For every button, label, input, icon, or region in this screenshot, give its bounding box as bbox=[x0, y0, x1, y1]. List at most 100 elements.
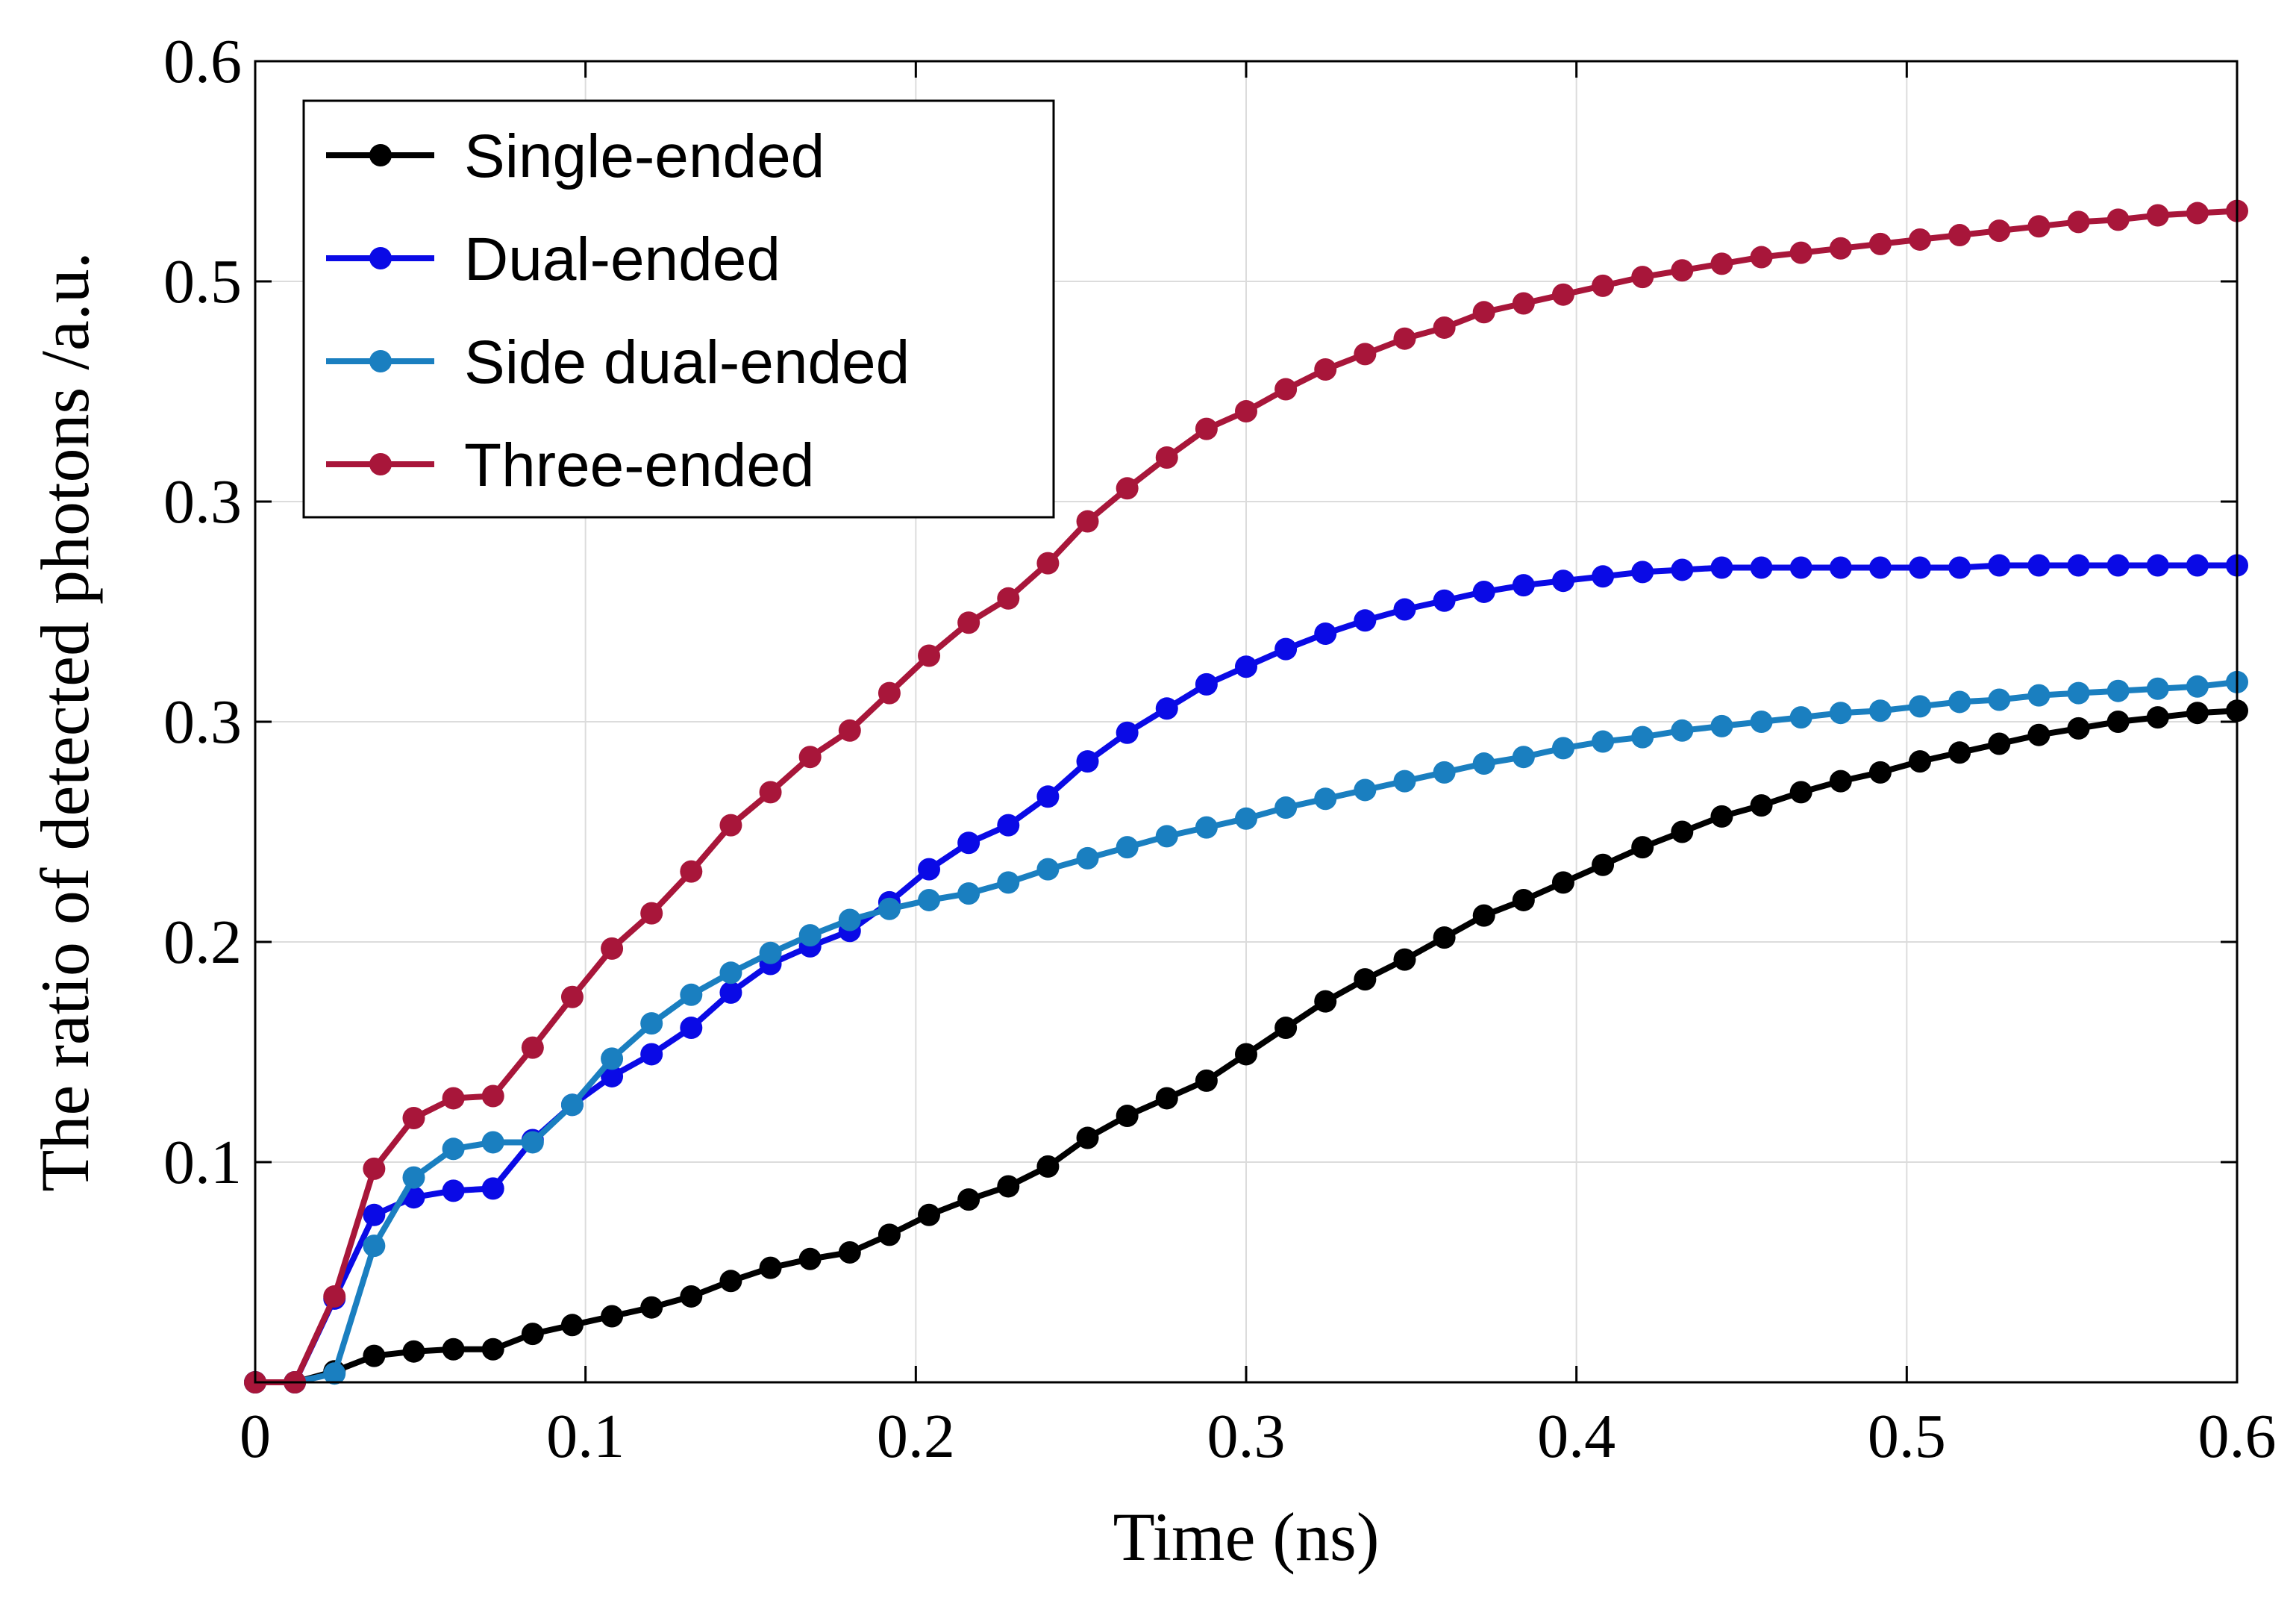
single-ended-point bbox=[878, 1223, 901, 1246]
single-ended-point bbox=[1314, 990, 1337, 1013]
three-ended-point bbox=[1116, 477, 1139, 500]
single-ended-point bbox=[1671, 820, 1694, 843]
single-ended-point bbox=[997, 1175, 1020, 1198]
dual-ended-point bbox=[1909, 556, 1932, 579]
side-dual-ended-point bbox=[2146, 677, 2169, 700]
side-dual-ended-point bbox=[1076, 846, 1099, 870]
dual-ended-point bbox=[1076, 750, 1099, 773]
single-ended-point bbox=[2186, 702, 2209, 725]
single-ended-point bbox=[1868, 761, 1892, 784]
three-ended-point bbox=[601, 937, 624, 960]
y-axis-title: The ratio of detected photons /a.u. bbox=[27, 252, 103, 1191]
side-dual-ended-point bbox=[1671, 719, 1694, 742]
side-dual-ended-point bbox=[1116, 836, 1139, 859]
side-dual-ended-point bbox=[1393, 770, 1416, 793]
three-ended-point bbox=[560, 985, 584, 1008]
legend-item-three-ended: Three-ended bbox=[326, 431, 815, 499]
side-dual-ended-point bbox=[957, 882, 980, 905]
side-dual-ended-point bbox=[1433, 761, 1456, 784]
y-tick-label: 0.6 bbox=[163, 27, 242, 96]
single-ended-point bbox=[1789, 781, 1812, 804]
side-dual-ended-point bbox=[798, 924, 822, 947]
series-side-dual-ended bbox=[244, 670, 2248, 1393]
side-dual-ended-point bbox=[2186, 675, 2209, 698]
dual-ended-point bbox=[1354, 609, 1377, 632]
single-ended-point bbox=[1354, 968, 1377, 991]
dual-ended-point bbox=[1710, 556, 1733, 579]
single-ended-point bbox=[1948, 741, 1971, 764]
three-ended-point bbox=[1592, 274, 1615, 297]
three-ended-point bbox=[1433, 316, 1456, 339]
x-tick-label: 0 bbox=[240, 1402, 271, 1471]
single-ended-point bbox=[1235, 1043, 1257, 1066]
side-dual-ended-point bbox=[878, 897, 901, 920]
three-ended-point bbox=[1868, 232, 1892, 255]
single-ended-point bbox=[957, 1188, 980, 1211]
three-ended-point bbox=[1829, 237, 1852, 260]
single-ended-point bbox=[918, 1203, 941, 1226]
side-dual-ended-point bbox=[1274, 796, 1298, 820]
legend: Single-ended Dual-ended Side dual-ended Thr… bbox=[302, 99, 1055, 519]
dual-ended-point bbox=[1829, 556, 1852, 579]
side-dual-ended-point bbox=[1155, 825, 1178, 848]
single-ended-point bbox=[2027, 723, 2051, 746]
single-ended-point bbox=[1076, 1126, 1099, 1149]
dual-ended-point bbox=[1631, 561, 1654, 584]
single-ended-point bbox=[759, 1256, 782, 1279]
side-dual-ended-point bbox=[838, 908, 861, 931]
single-ended-point bbox=[521, 1323, 544, 1346]
dual-ended-point bbox=[2067, 554, 2090, 577]
three-ended-point bbox=[918, 644, 941, 667]
three-ended-point bbox=[442, 1087, 465, 1110]
single-ended-point bbox=[481, 1338, 504, 1361]
x-tick-label: 0.4 bbox=[1537, 1402, 1615, 1471]
side-dual-ended-point bbox=[997, 871, 1020, 894]
single-ended-point bbox=[1433, 926, 1456, 949]
three-ended-point bbox=[719, 814, 742, 837]
dual-ended-point bbox=[481, 1177, 504, 1200]
side-dual-ended-point bbox=[1512, 746, 1535, 769]
side-dual-ended-point bbox=[601, 1047, 624, 1070]
three-ended-point bbox=[1354, 343, 1377, 366]
three-ended-point bbox=[1393, 327, 1416, 350]
side-dual-ended-point bbox=[1631, 725, 1654, 749]
legend-label-single-ended: Single-ended bbox=[464, 122, 825, 190]
side-dual-ended-point bbox=[1909, 695, 1932, 718]
three-ended-point bbox=[957, 611, 980, 634]
side-dual-ended-point bbox=[1710, 714, 1733, 737]
side-dual-ended-point bbox=[1195, 816, 1218, 839]
three-ended-point bbox=[1076, 510, 1099, 533]
three-ended-point bbox=[1274, 378, 1298, 401]
legend-box bbox=[302, 99, 1055, 519]
single-ended-point bbox=[2106, 711, 2130, 733]
side-dual-ended-point bbox=[1551, 737, 1574, 760]
single-ended-point bbox=[1116, 1105, 1139, 1128]
dual-ended-point bbox=[363, 1203, 386, 1226]
three-ended-point bbox=[1314, 358, 1337, 381]
side-dual-ended-point bbox=[1354, 778, 1377, 802]
legend-label-three-ended: Three-ended bbox=[464, 431, 815, 499]
single-ended-point bbox=[1631, 836, 1654, 859]
three-ended-point bbox=[2067, 210, 2090, 234]
dual-ended-point bbox=[2027, 554, 2051, 577]
three-ended-point bbox=[798, 746, 822, 769]
side-dual-ended-point bbox=[2106, 679, 2130, 702]
three-ended-point bbox=[1789, 241, 1812, 264]
dual-ended-point bbox=[680, 1017, 703, 1040]
dual-ended-point bbox=[1433, 589, 1456, 612]
single-ended-point bbox=[363, 1344, 386, 1367]
dual-ended-point bbox=[601, 1064, 624, 1087]
dual-ended-point bbox=[1036, 785, 1060, 808]
side-dual-ended-point bbox=[560, 1093, 584, 1117]
dual-ended-point bbox=[1671, 558, 1694, 581]
side-dual-ended-point bbox=[918, 888, 941, 911]
dual-ended-point bbox=[1472, 580, 1495, 603]
dual-ended-point bbox=[2106, 554, 2130, 577]
y-tick-label: 0.3 bbox=[163, 687, 242, 757]
side-dual-ended-point bbox=[481, 1131, 504, 1154]
side-dual-ended-point bbox=[2027, 684, 2051, 707]
dual-ended-point bbox=[1750, 556, 1773, 579]
single-ended-point bbox=[442, 1338, 465, 1361]
single-ended-point bbox=[1472, 904, 1495, 927]
